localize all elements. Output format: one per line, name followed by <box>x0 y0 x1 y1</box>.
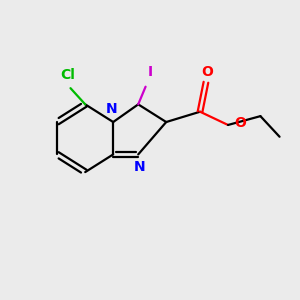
Text: I: I <box>147 65 153 79</box>
Text: N: N <box>134 160 146 174</box>
Text: O: O <box>234 116 246 130</box>
Text: O: O <box>202 65 213 79</box>
Text: N: N <box>106 102 118 116</box>
Text: Cl: Cl <box>60 68 75 82</box>
